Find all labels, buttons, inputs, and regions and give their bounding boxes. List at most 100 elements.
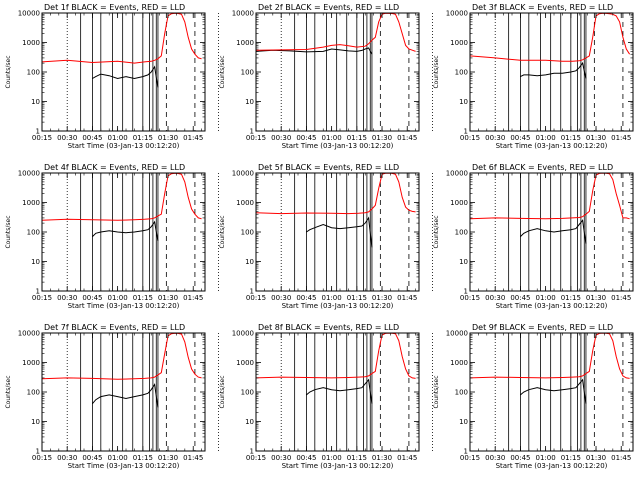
x-tick-label: 01:45 <box>397 134 417 142</box>
y-tick-label: 10000 <box>18 10 40 18</box>
y-axis-label: Counts/sec <box>5 55 12 88</box>
x-tick-label: 01:30 <box>158 454 178 462</box>
y-tick-label: 10000 <box>232 10 254 18</box>
x-axis-label: Start Time (03-Jan-13 00:12:20) <box>68 302 180 310</box>
x-tick-label: 00:45 <box>82 134 102 142</box>
x-tick-label: 01:30 <box>372 454 392 462</box>
y-tick-label: 1000 <box>22 359 40 367</box>
series-line-lld <box>255 12 416 52</box>
y-tick-label: 1 <box>464 288 468 296</box>
y-tick-label: 100 <box>27 69 40 77</box>
x-tick-label: 01:30 <box>158 134 178 142</box>
y-tick-label: 10 <box>245 98 254 106</box>
y-tick-label: 10000 <box>232 330 254 338</box>
y-tick-label: 1 <box>250 448 254 456</box>
x-tick-label: 00:30 <box>485 294 505 302</box>
x-tick-label: 01:45 <box>397 454 417 462</box>
series-line-events <box>92 65 159 88</box>
series-line-lld <box>41 172 202 221</box>
chart-panel-4: Det 4f BLACK = Events, RED = LLD 1 10 100 10… <box>5 163 219 310</box>
plot-frame <box>41 332 206 452</box>
chart-panel-7: Det 7f BLACK = Events, RED = LLD 1 10 100 10… <box>5 323 219 470</box>
x-tick-label: 00:45 <box>510 134 530 142</box>
x-tick-label: 00:45 <box>296 454 316 462</box>
x-tick-label: 01:00 <box>322 134 342 142</box>
y-tick-label: 1 <box>250 128 254 136</box>
x-tick-label: 00:45 <box>82 454 102 462</box>
x-tick-label: 01:15 <box>347 454 367 462</box>
x-tick-label: 01:45 <box>183 454 203 462</box>
x-tick-label: 00:30 <box>271 454 291 462</box>
chart-panel-3: Det 3f BLACK = Events, RED = LLD 1 10 100 10… <box>433 3 634 150</box>
x-tick-label: 00:45 <box>82 294 102 302</box>
x-tick-label: 00:30 <box>57 294 77 302</box>
series-line-events <box>92 220 159 241</box>
chart-panel-1: Det 1f BLACK = Events, RED = LLD 1 10 100 10… <box>5 3 219 150</box>
y-tick-label: 1 <box>250 288 254 296</box>
series-line-lld <box>255 332 416 379</box>
x-tick-label: 01:15 <box>561 294 581 302</box>
plot-frame <box>469 332 634 452</box>
y-tick-label: 1000 <box>450 39 468 47</box>
y-tick-label: 10000 <box>18 170 40 178</box>
series-line-lld <box>469 12 631 62</box>
series-line-lld <box>255 172 416 215</box>
x-tick-label: 00:30 <box>485 134 505 142</box>
x-tick-label: 00:15 <box>246 454 266 462</box>
series-line-lld <box>41 332 202 380</box>
x-tick-label: 01:15 <box>561 454 581 462</box>
y-tick-label: 100 <box>27 389 40 397</box>
x-tick-label: 00:30 <box>57 454 77 462</box>
y-tick-label: 1000 <box>236 199 254 207</box>
panel-title: Det 5f BLACK = Events, RED = LLD <box>258 163 399 172</box>
panel-title: Det 3f BLACK = Events, RED = LLD <box>472 3 613 12</box>
plot-frame <box>255 12 420 132</box>
series-line-events <box>255 47 373 55</box>
x-tick-label: 00:15 <box>460 454 480 462</box>
y-tick-label: 1000 <box>22 199 40 207</box>
panel-title: Det 7f BLACK = Events, RED = LLD <box>44 323 185 332</box>
y-tick-label: 100 <box>27 229 40 237</box>
panel-title: Det 8f BLACK = Events, RED = LLD <box>258 323 399 332</box>
y-tick-label: 10 <box>245 418 254 426</box>
x-tick-label: 00:15 <box>32 294 52 302</box>
x-tick-label: 00:45 <box>296 294 316 302</box>
x-axis-label: Start Time (03-Jan-13 00:12:20) <box>282 462 394 470</box>
panel-title: Det 4f BLACK = Events, RED = LLD <box>44 163 185 172</box>
y-tick-label: 1 <box>464 128 468 136</box>
x-tick-label: 00:45 <box>510 454 530 462</box>
y-tick-label: 100 <box>455 389 468 397</box>
series-line-lld <box>469 332 630 379</box>
y-axis-label: Counts/sec <box>219 55 226 88</box>
y-tick-label: 10000 <box>446 170 468 178</box>
y-tick-label: 1 <box>36 288 40 296</box>
x-tick-label: 00:15 <box>246 294 266 302</box>
series-line-events <box>520 61 587 79</box>
x-tick-label: 01:15 <box>133 134 153 142</box>
x-tick-label: 01:15 <box>561 134 581 142</box>
panel-title: Det 1f BLACK = Events, RED = LLD <box>44 3 185 12</box>
series-line-events <box>92 383 159 408</box>
y-tick-label: 10 <box>459 98 468 106</box>
x-tick-label: 00:15 <box>32 134 52 142</box>
y-tick-label: 1000 <box>22 39 40 47</box>
plot-frame <box>41 12 206 132</box>
y-tick-label: 10 <box>459 418 468 426</box>
y-axis-label: Counts/sec <box>5 215 12 248</box>
chart-panel-2: Det 2f BLACK = Events, RED = LLD 1 10 100 10… <box>219 3 433 150</box>
x-tick-label: 00:30 <box>271 294 291 302</box>
x-tick-label: 01:00 <box>322 454 342 462</box>
series-line-lld <box>41 12 202 64</box>
y-axis-label: Counts/sec <box>5 375 12 408</box>
x-tick-label: 00:15 <box>460 294 480 302</box>
series-line-events <box>520 219 587 244</box>
x-axis-label: Start Time (03-Jan-13 00:12:20) <box>68 462 180 470</box>
x-axis-label: Start Time (03-Jan-13 00:12:20) <box>282 302 394 310</box>
x-tick-label: 00:45 <box>296 134 316 142</box>
x-tick-label: 01:00 <box>108 134 128 142</box>
y-tick-label: 10 <box>459 258 468 266</box>
y-tick-label: 10 <box>31 98 40 106</box>
x-tick-label: 00:15 <box>246 134 266 142</box>
y-tick-label: 10000 <box>446 10 468 18</box>
y-axis-label: Counts/sec <box>433 215 440 248</box>
